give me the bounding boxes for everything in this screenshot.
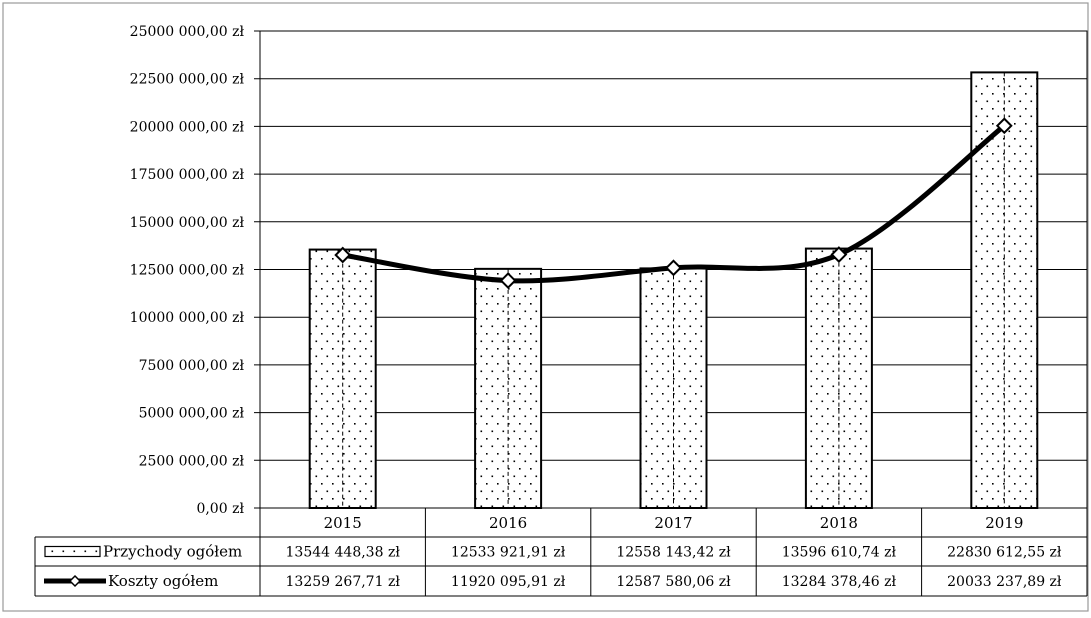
data-label: 12558 143,42 zł [616,545,731,561]
legend-label: Koszty ogółem [108,572,218,590]
y-tick-label: 15000 000,00 zł [130,215,245,231]
line-marker [830,246,848,263]
y-tick-label: 20000 000,00 zł [130,119,245,135]
data-label: 12533 921,91 zł [451,545,566,561]
x-tick-label: 2018 [820,514,858,532]
y-tick-label: 25000 000,00 zł [130,24,245,40]
data-table: 2015 2016 2017 2018 2019 Przychody ogółem 1354… [34,508,1088,597]
x-tick-label: 2019 [985,514,1023,532]
y-axis-labels: 0,00 zł 2500 000,00 zł 5000 000,00 zł 7500 … [130,24,245,517]
data-label: 13596 610,74 zł [782,545,897,561]
y-tick-label: 0,00 zł [196,501,244,517]
bar-series [308,71,1039,510]
legend-key-marker [68,574,82,588]
x-tick-label: 2017 [654,514,692,532]
legend-label: Przychody ogółem [103,543,242,561]
y-tick-label: 7500 000,00 zł [139,358,245,374]
legend-key-bar [44,545,101,558]
y-tick-label: 12500 000,00 zł [130,263,245,279]
y-tick-label: 17500 000,00 zł [130,167,245,183]
data-label: 13284 378,46 zł [782,574,897,590]
line-marker [334,246,352,264]
data-label: 13544 448,38 zł [286,545,401,561]
data-label: 12587 580,06 zł [616,574,731,590]
data-label: 20033 237,89 zł [947,574,1062,590]
line-marker [995,117,1013,135]
x-tick-label: 2015 [324,514,362,532]
y-tick-label: 22500 000,00 zł [130,72,245,88]
data-label: 11920 095,91 zł [451,574,566,590]
data-label: 22830 612,55 zł [947,545,1062,561]
x-tick-label: 2016 [489,514,527,532]
line-marker [665,259,682,277]
data-label: 13259 267,71 zł [286,574,401,590]
y-tick-label: 2500 000,00 zł [139,453,245,469]
line-series [334,117,1013,289]
y-tick-label: 10000 000,00 zł [130,310,245,326]
y-tick-label: 5000 000,00 zł [139,406,245,422]
line-marker [499,272,517,289]
